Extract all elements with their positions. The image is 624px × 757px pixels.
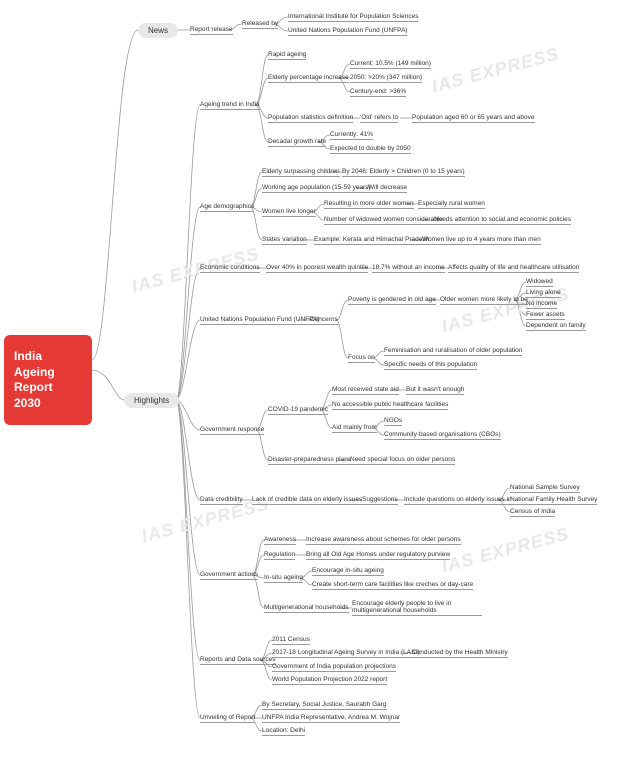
node-lasi: 2017-18 Longitudinal Ageing Survey in In… — [272, 649, 419, 658]
node-insitu: In-situ ageing — [264, 574, 303, 583]
node-gov-response: Government response — [200, 426, 264, 435]
node-concerns: Concerns — [310, 316, 338, 325]
node-regulation: Regulation — [264, 551, 295, 560]
root-node: India Ageing Report 2030 — [4, 335, 92, 425]
node-surpass: Elderly surpassing children — [262, 168, 340, 177]
node-over40: Over 40% in poorest wealth quintile — [266, 264, 368, 273]
node-released-by: Released by — [242, 20, 278, 29]
node-decadal: Decadal growth rate — [268, 138, 326, 147]
node-multigen: Multigenerational households — [264, 604, 349, 613]
node-ngos: NGOs — [384, 417, 402, 426]
branch-news: News — [138, 23, 178, 38]
node-pop-stats: Population statistics definition — [268, 114, 353, 123]
node-by-sec: By Secretary, Social Justice, Saurabh Ga… — [262, 701, 387, 710]
node-ageing-trend: Ageing trend in India — [200, 101, 260, 110]
node-encourage-is: Encourage in-situ ageing — [312, 567, 384, 576]
node-age-demo: Age demographics — [200, 203, 254, 212]
node-encourage-mg: Encourage elderly people to live in mult… — [352, 600, 482, 616]
node-example-km: Example: Kerala and Himachal Pradesh — [314, 236, 429, 245]
node-century: Century-end: >36% — [350, 88, 406, 97]
node-living-alone: Living alone — [526, 289, 561, 298]
node-awareness: Awareness — [264, 536, 296, 545]
node-disaster: Disaster-preparedness plans — [268, 456, 351, 465]
node-org1: International Institute for Population S… — [288, 13, 418, 22]
node-no-income: No income — [526, 300, 557, 309]
node-census2011: 2011 Census — [272, 636, 310, 645]
node-resulting: Resulting in more older women — [324, 200, 414, 209]
node-most-rec: Most received state aid — [332, 386, 399, 395]
node-nfhs: National Family Health Survey — [510, 496, 597, 505]
node-gov-actions: Government actions — [200, 571, 258, 580]
node-specific: Specific needs of this population — [384, 361, 477, 370]
node-include-q: Include questions on elderly issues in — [404, 496, 512, 505]
branch-highlights: Highlights — [124, 393, 179, 408]
watermark: IAS EXPRESS — [430, 43, 562, 97]
node-women-4y: Women live up to 4 years more than men — [422, 236, 541, 245]
node-bring-all: Bring all Old Age Homes under regulatory… — [306, 551, 450, 560]
node-economic: Economic conditions — [200, 264, 260, 273]
node-187: 18.7% without an income — [372, 264, 445, 273]
node-suggestions: Suggestions — [362, 496, 398, 505]
watermark: IAS EXPRESS — [440, 523, 572, 577]
node-lack: Lack of credible data on elderly issues — [252, 496, 362, 505]
node-will-dec: Will decrease — [368, 184, 407, 193]
node-create-st: Create short-term care facilities like c… — [312, 581, 473, 590]
node-census: Census of India — [510, 508, 555, 517]
node-current: Current: 10.5% (149 million) — [350, 60, 431, 69]
node-conducted: Conducted by the Health Ministry — [412, 649, 508, 658]
node-unveiling: Unveiling of Report — [200, 714, 255, 723]
node-2050: 2050: >20% (347 million) — [350, 74, 422, 83]
node-cbos: Community-based organisations (CBOs) — [384, 431, 501, 440]
node-by2046: By 2046: Elderly > Children (0 to 15 yea… — [342, 168, 465, 177]
node-but-not: But it wasn't enough — [406, 386, 464, 395]
node-focus-on: Focus on — [348, 354, 375, 363]
node-goi-proj: Government of India population projectio… — [272, 663, 396, 672]
node-report-release: Report release — [190, 26, 233, 35]
node-covid: COVID-19 pandemic — [268, 406, 328, 415]
node-currently41: Currently: 41% — [330, 131, 373, 140]
node-unfpa-rep: UNFPA India Representative, Andrea M. Wo… — [262, 714, 400, 723]
node-older-women: Older women more likely to be — [440, 296, 528, 305]
node-old-refers: 'Old' refers to — [360, 114, 398, 123]
node-unfpa: United Nations Population Fund (UNFPA) — [200, 316, 319, 325]
node-states-var: States variation — [262, 236, 307, 245]
node-dependent: Dependent on family — [526, 322, 586, 331]
node-expected: Expected to double by 2050 — [330, 145, 411, 154]
node-widowed-num: Number of widowed women considerable — [324, 216, 443, 225]
node-reports: Reports and Data sources — [200, 656, 276, 665]
node-feminisation: Feminisation and ruralisation of older p… — [384, 347, 522, 356]
node-wpp2022: World Population Projection 2022 report — [272, 676, 387, 685]
node-rapid: Rapid ageing — [268, 51, 306, 60]
node-poverty: Poverty is gendered in old age — [348, 296, 436, 305]
node-aid-from: Aid mainly from — [332, 424, 377, 433]
node-org2: United Nations Population Fund (UNFPA) — [288, 27, 407, 36]
node-women-live: Women live longer — [262, 208, 316, 217]
node-need-special: Need special focus on older persons — [350, 456, 455, 465]
node-needs-attn: Needs attention to social and economic p… — [434, 216, 571, 225]
node-fewer-assets: Fewer assets — [526, 311, 565, 320]
node-elderly-pct: Elderly percentage increase — [268, 74, 349, 83]
node-especially: Especially rural women — [418, 200, 485, 209]
node-increase-aw: Increase awareness about schemes for old… — [306, 536, 461, 545]
node-nss: National Sample Survey — [510, 484, 580, 493]
node-widowed: Widowed — [526, 278, 553, 287]
node-pop-aged: Population aged 60 or 65 years and above — [412, 114, 535, 123]
node-working: Working age population (15-59 years) — [262, 184, 371, 193]
node-data-cred: Data credibility — [200, 496, 243, 505]
node-affects: Affects quality of life and healthcare u… — [448, 264, 579, 273]
node-location: Location: Delhi — [262, 727, 305, 736]
node-no-access: No accessible public healthcare faciliti… — [332, 401, 448, 410]
